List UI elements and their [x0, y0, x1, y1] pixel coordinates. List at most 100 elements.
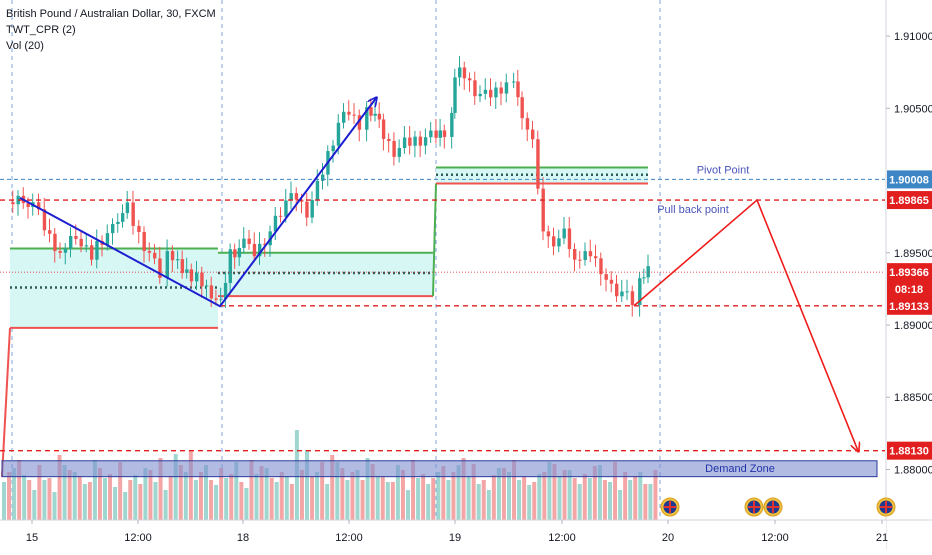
price-axis: 1.91000 1.90500 1.89500 1.89000 1.88500 1.880… — [885, 0, 932, 550]
candle-body — [294, 193, 299, 200]
volume-bar — [12, 468, 17, 520]
volume-bar — [320, 462, 325, 520]
volume-bar — [310, 476, 315, 520]
chart-legend: British Pound / Australian Dollar, 30, F… — [6, 6, 216, 54]
candle-body — [483, 89, 488, 94]
volume-bar — [148, 470, 153, 520]
volume-bar — [249, 460, 254, 520]
volume-bar — [224, 478, 229, 520]
candle-body — [11, 202, 15, 205]
volume-bar — [446, 480, 451, 520]
x-tick-label: 12:00 — [335, 532, 363, 544]
candle-body — [223, 282, 228, 300]
candle-body — [237, 247, 242, 258]
candle-body — [204, 285, 209, 287]
volume-bar — [219, 468, 224, 520]
candle-body — [646, 266, 650, 278]
candle-body — [429, 130, 433, 138]
indicator-volume-label[interactable]: Vol (20) — [6, 40, 44, 52]
volume-bar — [380, 476, 385, 520]
x-tick-label: 12:00 — [761, 532, 789, 544]
indicator-cpr-label[interactable]: TWT_CPR (2) — [6, 24, 76, 36]
candle-body — [552, 236, 556, 247]
candle-body — [185, 269, 189, 273]
volume-bar — [532, 482, 537, 520]
candle-body — [418, 136, 423, 146]
volume-bar — [527, 485, 532, 520]
volume-bar — [638, 472, 643, 520]
au-flag-icon — [876, 497, 896, 517]
volume-bar — [178, 465, 183, 520]
volume-bar — [653, 470, 658, 520]
price-label: 1.89133 — [889, 301, 929, 313]
candle-body — [541, 188, 545, 232]
volume-bar — [461, 458, 466, 520]
volume-bar — [436, 472, 441, 520]
price-label-box — [887, 279, 932, 298]
volume-bar — [123, 492, 128, 520]
candle-body — [494, 87, 498, 98]
volume-bar — [421, 474, 426, 520]
volume-bar — [163, 490, 168, 520]
y-tick-label: 1.91000 — [894, 31, 932, 43]
x-tick-label: 18 — [237, 532, 249, 544]
candle-body — [473, 80, 477, 97]
volume-bar — [72, 472, 77, 520]
volume-bar — [315, 472, 320, 520]
candle-body — [209, 285, 214, 299]
x-tick-label: 20 — [662, 532, 674, 544]
symbol-title[interactable]: British Pound / Australian Dollar, 30, F… — [6, 8, 216, 20]
volume-bar — [552, 464, 557, 520]
volume-bar — [618, 490, 623, 520]
candle-body — [310, 200, 314, 218]
volume-bar — [416, 478, 421, 520]
candle-body — [499, 87, 503, 94]
candle-body — [588, 251, 593, 257]
candle-body — [125, 202, 130, 214]
volume-bar — [138, 484, 143, 520]
x-tick-label: 21 — [876, 532, 888, 544]
candle-body — [252, 243, 257, 257]
price-label: 1.90008 — [889, 174, 929, 186]
candle-body — [214, 298, 218, 300]
candle-body — [153, 252, 157, 259]
candle-body — [263, 243, 267, 246]
volume-bar — [108, 474, 113, 520]
candle-body — [438, 130, 442, 138]
candle-body — [69, 236, 73, 249]
candle-body — [273, 215, 278, 232]
candle-body — [26, 203, 30, 207]
volume-bar — [512, 460, 517, 520]
volume-bar — [400, 470, 405, 520]
volume-bar — [234, 462, 239, 520]
blue-trend-arrow — [19, 98, 376, 308]
candle-body — [347, 111, 351, 115]
volume-bar — [289, 484, 294, 520]
horizontal-levels: Demand Zone Pivot Point Pull back point — [0, 164, 885, 478]
candle-body — [531, 129, 535, 140]
x-tick-label: 12:00 — [124, 532, 152, 544]
candle-body — [48, 230, 52, 234]
volume-bar — [623, 472, 628, 520]
candle-body — [331, 145, 335, 152]
volume-bar — [330, 455, 335, 520]
candle-body — [402, 137, 407, 149]
candle-body — [342, 111, 346, 123]
candle-body — [158, 258, 162, 278]
volume-bar — [547, 462, 552, 520]
volume-bar — [390, 482, 395, 520]
volume-bar — [42, 480, 47, 520]
volume-bar — [17, 460, 22, 520]
volume-bar — [143, 468, 148, 520]
volume-bar — [375, 476, 380, 520]
volume-bar — [557, 476, 562, 520]
candle-body — [315, 180, 320, 201]
candle-body — [357, 115, 362, 130]
volume-bar — [274, 482, 279, 520]
candle-body — [578, 259, 582, 261]
candle-body — [58, 251, 62, 253]
price-label-box — [887, 296, 932, 315]
volume-bar — [597, 465, 602, 520]
